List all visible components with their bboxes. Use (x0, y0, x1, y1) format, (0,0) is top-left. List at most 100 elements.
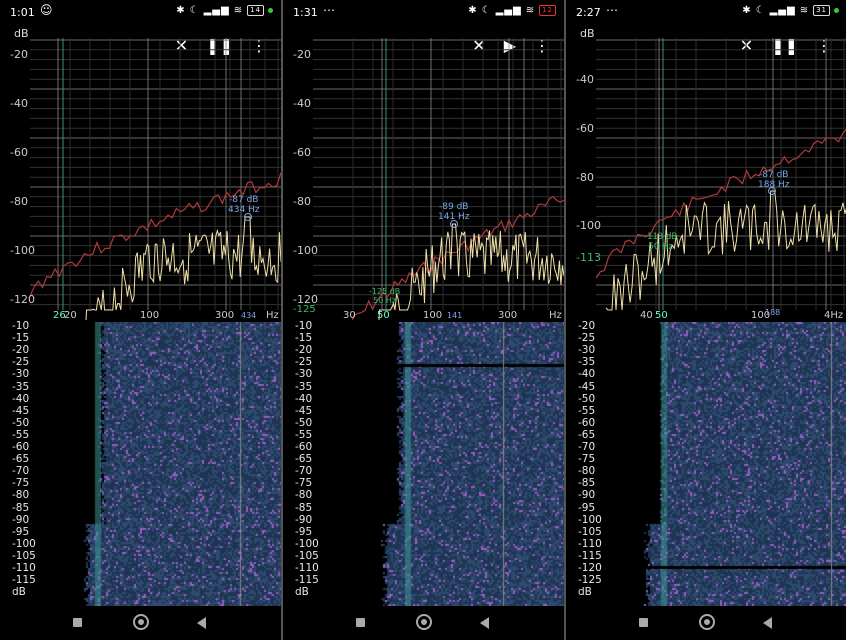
y-tick-label: -20 (293, 48, 311, 61)
spectrogram-scale-label: -65 (12, 453, 30, 466)
live-spectrum-curve (378, 223, 564, 320)
spectrogram-scale-label: -95 (12, 525, 30, 538)
spectrogram-scale-label: -55 (295, 428, 313, 441)
signal-icon: ▂▄▆ (203, 5, 230, 16)
spectrogram-scale-label: -115 (578, 549, 602, 562)
wifi-icon: ≋ (233, 5, 244, 16)
y-tick-label: -125 (293, 304, 316, 315)
spectrogram-scale-label: -75 (295, 477, 313, 490)
spectrogram-scale-label: -10 (12, 320, 30, 332)
spectrogram-scale-label: -105 (12, 549, 36, 562)
moon-icon: ☾ (481, 5, 492, 16)
spectrogram-scale-label: -115 (295, 574, 319, 587)
y-tick-label: -100 (576, 219, 601, 232)
peak-frequency-marker: 188 (765, 308, 781, 317)
y-tick-label: -60 (10, 146, 28, 159)
moon-icon: ☾ (755, 5, 766, 16)
status-icons: ✱ ☾ ▂▄▆ ≋ 31 (742, 5, 839, 16)
spectrogram-scale-label: -25 (295, 356, 313, 369)
spectrogram-scale-label: -95 (295, 525, 313, 538)
bluetooth-icon: ✱ (468, 5, 478, 16)
panel-divider (564, 0, 566, 640)
spectrogram-scale-label: -90 (295, 513, 313, 526)
home-button[interactable] (416, 614, 432, 630)
peak2-db: -125 dB (369, 287, 401, 296)
status-bar: 2:27 ⋯ ✱ ☾ ▂▄▆ ≋ 31 (566, 0, 846, 26)
spectrogram-scale-label: -85 (295, 501, 313, 514)
spectrogram-scale-label: -15 (295, 332, 313, 345)
spectrogram[interactable] (343, 322, 564, 606)
x-tick-label: 26 (53, 310, 66, 321)
peak-hz: 434 Hz (228, 205, 260, 215)
spectrogram-scale-label: -30 (578, 344, 596, 357)
max-hold-curve (29, 172, 281, 297)
spectrogram-scale-label: -55 (578, 404, 596, 417)
spectrogram-scale-label: -105 (295, 549, 319, 562)
recents-button[interactable] (639, 618, 648, 627)
back-button[interactable] (197, 617, 206, 629)
spectrogram-scale-label: -70 (578, 441, 596, 453)
spectrogram-scale-label: -65 (295, 453, 313, 466)
nav-bar (283, 606, 564, 640)
spectrum-chart[interactable] (283, 38, 564, 320)
spectrogram-scale-label: -30 (12, 368, 30, 381)
spectrogram[interactable] (60, 322, 281, 606)
spectrogram[interactable] (626, 322, 846, 606)
spectrogram-scale-label: -80 (12, 489, 30, 502)
status-time: 1:01 (10, 6, 35, 19)
spectrogram-scale-label: -100 (295, 537, 319, 550)
peak-readout: -87 dB 434 Hz (228, 195, 260, 215)
spectrogram-scale-label: -80 (578, 465, 596, 478)
privacy-dot-icon (268, 8, 273, 13)
spectrogram-scale-label: -40 (578, 368, 596, 381)
home-button[interactable] (133, 614, 149, 630)
peak-marker (244, 213, 252, 221)
home-button[interactable] (699, 614, 715, 630)
spectrogram-scale-label: -45 (578, 380, 596, 393)
x-tick-label: 20 (64, 310, 77, 321)
status-bar: 1:01 ☺ ✱ ☾ ▂▄▆ ≋ 14 (0, 0, 281, 26)
spectrogram-scale-label: -75 (12, 477, 30, 490)
notification-icon: ☺ (40, 3, 53, 17)
battery-icon: 14 (247, 5, 264, 16)
back-button[interactable] (480, 617, 489, 629)
x-tick-label: 100 (423, 310, 443, 321)
spectrogram-scale-label: -20 (12, 344, 30, 357)
db-unit-label: dB (580, 27, 595, 40)
spectrogram-scale-label: -115 (12, 574, 36, 587)
signal-icon: ▂▄▆ (495, 5, 522, 16)
spectrogram-scale-label: -60 (295, 441, 313, 453)
y-tick-label: -40 (576, 73, 594, 86)
peak-frequency-marker: 434 (241, 311, 257, 320)
y-tick-label: -80 (293, 195, 311, 208)
spectrum-chart[interactable] (0, 38, 281, 320)
back-button[interactable] (763, 617, 772, 629)
spectrogram-scale-label: -110 (578, 537, 602, 550)
peak-marker (450, 220, 458, 228)
peak-hz: 141 Hz (438, 212, 470, 222)
battery-icon: 31 (813, 5, 830, 16)
spectrogram-scale-label: -35 (578, 356, 596, 369)
peak-frequency-marker: 141 (447, 311, 463, 320)
spectrogram-scale-label: -10 (295, 320, 313, 332)
x-tick-label: 4Hz (824, 310, 844, 321)
spectrum-chart[interactable] (566, 38, 846, 320)
spectrogram-scale-label: -40 (12, 392, 30, 405)
battery-icon: 12 (539, 5, 556, 16)
db-unit-label: dB (14, 27, 29, 40)
bluetooth-icon: ✱ (742, 5, 752, 16)
peak2-hz: 50 Hz (648, 242, 673, 252)
spectrogram-scale-label: -90 (12, 513, 30, 526)
spectrogram-scale-label: -100 (12, 537, 36, 550)
spectrogram-scale-label: -60 (12, 441, 30, 453)
moon-icon: ☾ (189, 5, 200, 16)
y-tick-label: -120 (10, 293, 35, 306)
spectrogram-scale-label: dB (578, 586, 592, 599)
spectrogram-scale-label: -80 (295, 489, 313, 502)
y-tick-label: -60 (576, 122, 594, 135)
spectrogram-scale-label: -45 (295, 404, 313, 417)
recents-button[interactable] (356, 618, 365, 627)
y-tick-label: -100 (293, 244, 318, 257)
wifi-icon: ≋ (525, 5, 536, 16)
recents-button[interactable] (73, 618, 82, 627)
